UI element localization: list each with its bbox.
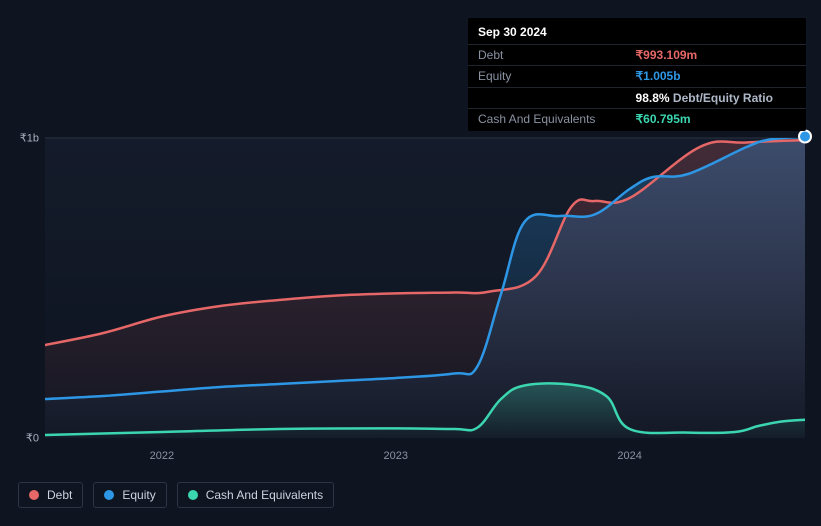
tooltip-row-value: ₹60.795m xyxy=(626,108,806,129)
legend-item-cash[interactable]: Cash And Equivalents xyxy=(177,482,334,508)
legend-swatch-icon xyxy=(29,490,39,500)
tooltip-row-value: 98.8% Debt/Equity Ratio xyxy=(626,87,806,108)
tooltip-row-key: Debt xyxy=(468,45,626,66)
legend-item-label: Cash And Equivalents xyxy=(206,488,323,502)
y-tick-label: ₹0 xyxy=(26,432,39,445)
x-tick-label: 2022 xyxy=(150,450,174,462)
tooltip-row-key: Cash And Equivalents xyxy=(468,108,626,129)
legend-swatch-icon xyxy=(188,490,198,500)
tooltip-title: Sep 30 2024 xyxy=(468,24,806,44)
x-tick-label: 2024 xyxy=(617,450,641,462)
tooltip-row-value: ₹993.109m xyxy=(626,45,806,66)
legend-item-equity[interactable]: Equity xyxy=(93,482,166,508)
tooltip-row-value: ₹1.005b xyxy=(626,66,806,87)
legend-swatch-icon xyxy=(104,490,114,500)
series-end-marker xyxy=(799,131,811,143)
legend-item-debt[interactable]: Debt xyxy=(18,482,83,508)
tooltip-row-key: Equity xyxy=(468,66,626,87)
legend-item-label: Equity xyxy=(122,488,155,502)
chart-tooltip: Sep 30 2024Debt₹993.109mEquity₹1.005b98.… xyxy=(468,18,806,131)
y-tick-label: ₹1b xyxy=(20,132,39,145)
x-tick-label: 2023 xyxy=(384,450,408,462)
tooltip-row-key xyxy=(468,87,626,108)
legend-item-label: Debt xyxy=(47,488,72,502)
chart-legend: Debt Equity Cash And Equivalents xyxy=(18,482,334,508)
